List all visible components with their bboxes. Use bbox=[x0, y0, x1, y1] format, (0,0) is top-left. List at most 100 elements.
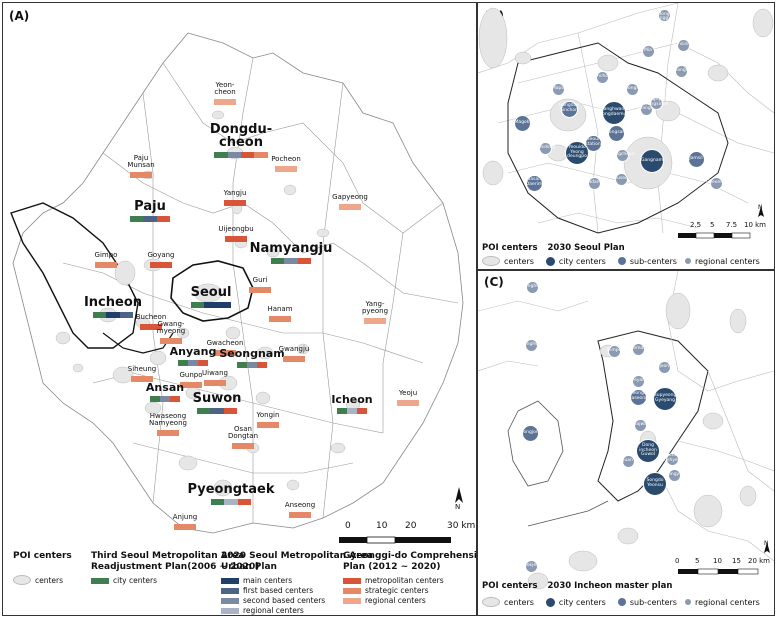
center-bar-suwon bbox=[197, 408, 237, 414]
city-label-dongducheon: Dongdu- cheon bbox=[209, 122, 273, 150]
scale-c-5: 5 bbox=[695, 557, 700, 565]
bar-seg-city_centers bbox=[214, 152, 228, 158]
city-label-uijeongbu: Uijeongbu bbox=[218, 225, 254, 233]
city-label-gwacheon: Gwacheon bbox=[206, 339, 244, 347]
city-label-bucheon: Bucheon bbox=[135, 313, 167, 321]
legend-c-poi-item: centers bbox=[504, 597, 534, 607]
city-centers-swatch bbox=[91, 577, 109, 584]
center-bar-siheung bbox=[131, 376, 153, 382]
center-bubble-reg: Cheongnyangni Wangsimni bbox=[638, 96, 674, 110]
center-bar-pyeongtaek bbox=[211, 499, 251, 505]
center-bubble-reg: Cheonho bbox=[706, 176, 726, 190]
legend-main-centers: main centers bbox=[221, 576, 292, 585]
panel-b-boundaries bbox=[478, 3, 774, 234]
bar-seg-city_centers bbox=[337, 408, 347, 414]
city-label-gunpo: Gunpo bbox=[179, 371, 203, 379]
center-bar-incheon bbox=[93, 312, 133, 318]
bar-seg-metropolitan bbox=[224, 200, 246, 206]
city-label-seongnam: Seongnam bbox=[219, 347, 285, 360]
center-bubble-reg: Chang dong Sanggye bbox=[654, 6, 674, 22]
city-label-pocheon: Pocheon bbox=[271, 155, 301, 163]
scale-a-0: 0 bbox=[345, 521, 351, 531]
center-bubble-reg: Gyeyang bbox=[628, 374, 648, 388]
regional-seoul-swatch bbox=[221, 607, 239, 614]
bar-seg-city_centers bbox=[191, 302, 205, 308]
scale-c-10: 10 bbox=[713, 557, 722, 565]
panel-c-label: (C) bbox=[484, 275, 504, 289]
bar-seg-regional_gg bbox=[364, 318, 386, 324]
center-bar-hanam bbox=[269, 316, 291, 322]
center-bubble-reg: Ganghwa bbox=[520, 338, 542, 352]
panel-a-label: (A) bbox=[9, 9, 30, 23]
north-arrow-b: N bbox=[758, 204, 763, 211]
bar-seg-main_centers bbox=[204, 302, 218, 308]
bar-seg-strategic bbox=[269, 316, 291, 322]
city-label-yangpyeong: Yang- pyeong bbox=[361, 300, 389, 315]
legend-metropolitan: metropolitan centers bbox=[343, 576, 444, 585]
bar-seg-second_based bbox=[160, 396, 170, 402]
legend-regional-gg-label: regional centers bbox=[365, 596, 426, 605]
center-bar-gimpo bbox=[95, 262, 117, 268]
legend-regional-gg: regional centers bbox=[343, 596, 426, 605]
legend-c-city-centers: city centers bbox=[558, 597, 606, 607]
city-label-gwangju: Gwangju bbox=[278, 345, 310, 353]
legend-regional-seoul-label: regional centers bbox=[243, 606, 304, 615]
bar-seg-second_based bbox=[247, 362, 257, 368]
second-based-swatch bbox=[221, 597, 239, 604]
center-bubble-sub: Hongdae Sinchon bbox=[559, 100, 579, 118]
city-label-guri: Guri bbox=[252, 276, 268, 284]
legend-b-poi-item: centers bbox=[504, 256, 534, 266]
legend-regional-seoul: regional centers bbox=[221, 606, 304, 615]
legend-first-based-label: first based centers bbox=[243, 586, 314, 595]
city-label-hanam: Hanam bbox=[267, 305, 293, 313]
center-bubble-reg: Deokjeok bbox=[521, 559, 542, 573]
center-bubble-sub: Yeongjong bbox=[518, 424, 542, 442]
center-bubble-reg: Geomdan bbox=[627, 342, 649, 356]
center-bar-goyang bbox=[150, 262, 172, 268]
legend-b-sub-centers: sub-centers bbox=[629, 256, 677, 266]
center-bar-yeoncheon bbox=[214, 99, 236, 105]
scale-a-10: 10 bbox=[376, 521, 388, 531]
bar-seg-regional_seoul bbox=[347, 408, 357, 414]
bar-seg-regional_seoul bbox=[224, 499, 238, 505]
center-bubble-sub: Jamsil bbox=[687, 150, 705, 168]
legend-b-city-centers: city centers bbox=[558, 256, 606, 266]
legend-b-items: centers city centers sub-centers regiona… bbox=[482, 256, 760, 266]
center-bar-icheon bbox=[337, 408, 367, 414]
center-bubble-city: Dong incheon Guwol bbox=[636, 439, 660, 463]
regional-centers-dot-c bbox=[684, 599, 691, 605]
bar-seg-strategic bbox=[232, 443, 254, 449]
bar-seg-metropolitan bbox=[156, 216, 170, 222]
bar-seg-strategic bbox=[131, 376, 153, 382]
bar-seg-metropolitan bbox=[357, 408, 367, 414]
poi-swatch bbox=[13, 575, 31, 585]
center-bar-anseong bbox=[289, 512, 311, 518]
center-bar-anjung bbox=[174, 524, 196, 530]
legend-strategic: strategic centers bbox=[343, 586, 428, 595]
center-bar-gunpo bbox=[180, 382, 202, 388]
bar-seg-strategic bbox=[249, 287, 271, 293]
center-bar-paju bbox=[130, 216, 170, 222]
city-label-icheon: Icheon bbox=[331, 393, 373, 406]
center-bar-seongnam bbox=[237, 362, 267, 368]
legend-poi-title: POI centers bbox=[13, 551, 72, 561]
sub-centers-dot-c bbox=[617, 598, 626, 606]
center-bar-ansan bbox=[150, 396, 180, 402]
legend-strategic-label: strategic centers bbox=[365, 586, 429, 595]
center-bubble-reg: Mapo bbox=[551, 82, 565, 96]
main-centers-swatch bbox=[221, 577, 239, 584]
center-bar-uijeongbu bbox=[225, 236, 247, 242]
center-bar-yeoju bbox=[397, 400, 419, 406]
legend-seoul-title: 2020 Seoul Metropolitan Area Urban Plan bbox=[221, 551, 373, 572]
center-bar-gwangmyeong bbox=[160, 338, 182, 344]
scale-a-20: 20 bbox=[405, 521, 417, 531]
city-label-pyeongtaek: Pyeongtaek bbox=[187, 482, 275, 497]
scale-a-30: 30 km bbox=[447, 521, 476, 531]
bar-seg-strategic bbox=[160, 338, 182, 344]
bar-seg-strategic bbox=[214, 350, 236, 356]
center-bar-bucheon bbox=[140, 324, 162, 330]
center-bubble-reg: Suseo bbox=[614, 172, 628, 186]
bar-seg-city_centers bbox=[130, 216, 144, 222]
city-label-namyangju: Namyangju bbox=[249, 241, 333, 256]
center-bubble-reg: Sadang bbox=[586, 176, 602, 190]
